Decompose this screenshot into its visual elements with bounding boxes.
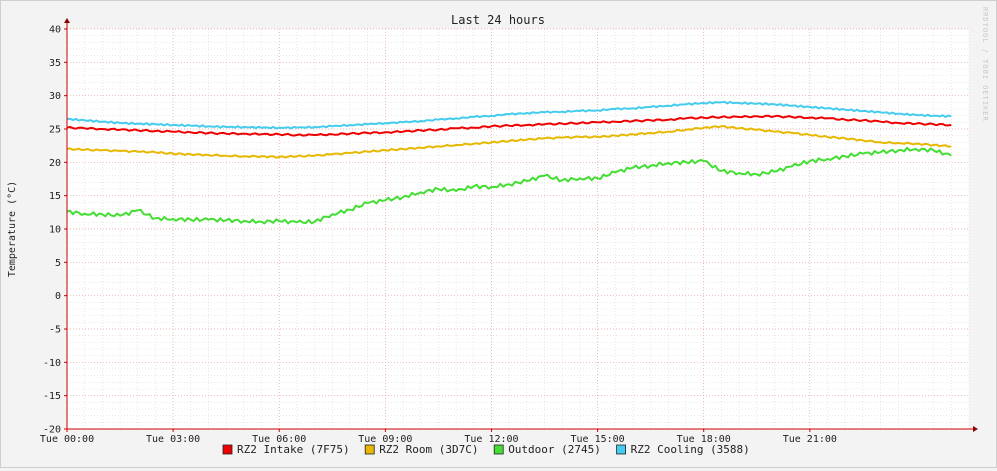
y-tick-label: -15 [43, 391, 61, 402]
legend-label: RZ2 Intake (7F75) [237, 443, 350, 456]
legend-label: Outdoor (2745) [508, 443, 601, 456]
x-tick-label: Tue 00:00 [40, 434, 94, 445]
x-tick-label: Tue 21:00 [783, 434, 837, 445]
y-tick-label: 0 [55, 291, 61, 302]
x-axis-arrow [973, 426, 978, 432]
x-tick-label: Tue 18:00 [677, 434, 731, 445]
series-lines [66, 100, 952, 225]
legend-swatch [364, 444, 375, 455]
legend-swatch [616, 444, 626, 455]
y-tick-label: 40 [49, 25, 61, 36]
legend-label: RZ2 Cooling (3588) [631, 443, 750, 456]
y-tick-label: 35 [49, 58, 61, 69]
y-tick-label: 15 [49, 191, 61, 202]
y-tick-label: 5 [55, 258, 61, 269]
series-line [66, 146, 952, 225]
legend: RZ2 Intake (7F75) RZ2 Room (3D7C) Outdoor … [222, 443, 750, 456]
chart-title: Last 24 hours [451, 13, 545, 27]
legend-swatch [222, 444, 233, 455]
legend-swatch [493, 444, 504, 455]
x-tick-label: Tue 09:00 [358, 434, 412, 445]
x-tick-label: Tue 15:00 [570, 434, 624, 445]
x-tick-label: Tue 06:00 [252, 434, 306, 445]
x-tick-label: Tue 03:00 [146, 434, 200, 445]
y-axis-label: Temperature (°C) [7, 181, 18, 277]
credit-label: RRDTOOL / TOBI OETIKER [981, 7, 989, 122]
x-tick-label: Tue 12:00 [464, 434, 518, 445]
y-tick-label: 25 [49, 125, 61, 136]
series-line [66, 125, 952, 159]
y-axis-arrow [64, 18, 70, 23]
axes: -20 -15 -10 -5 0 5 10 15 20 25 30 35 40 Tue 00:00 Tue … [40, 18, 978, 445]
y-tick-label: -20 [43, 425, 61, 436]
y-tick-label: 20 [49, 158, 61, 169]
y-tick-label: -10 [43, 358, 61, 369]
series-line [66, 100, 952, 130]
y-tick-label: 30 [49, 91, 61, 102]
series-line [66, 114, 952, 137]
legend-label: RZ2 Room (3D7C) [379, 443, 478, 456]
y-tick-label: 10 [49, 225, 61, 236]
y-tick-label: -5 [49, 325, 61, 336]
